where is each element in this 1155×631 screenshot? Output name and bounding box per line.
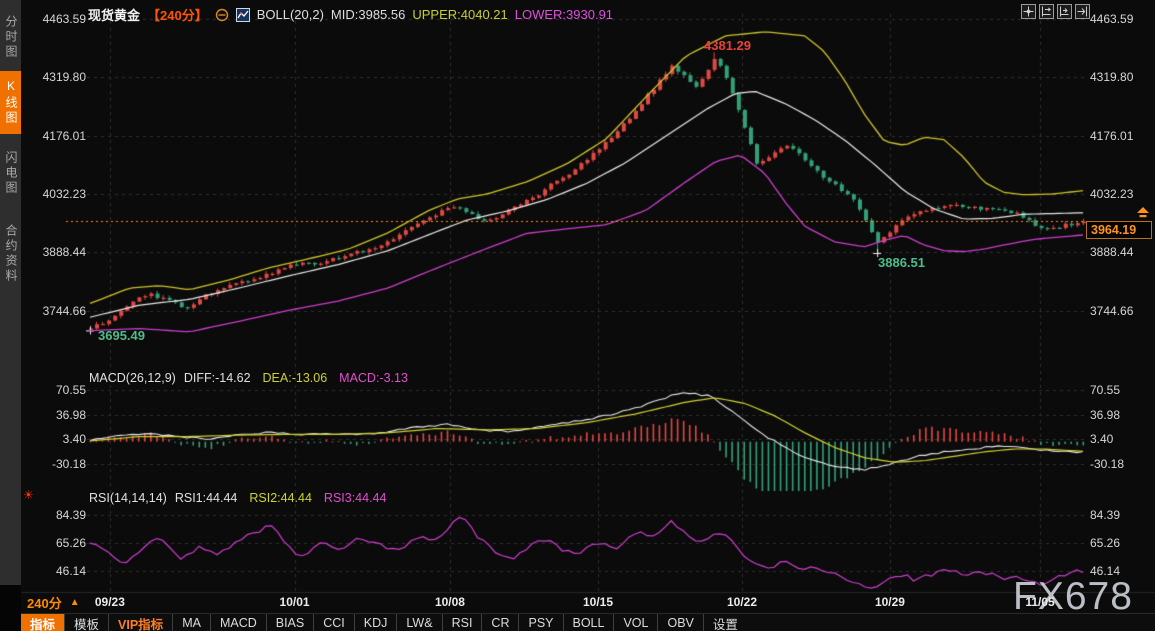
- toolbar-tab-指标[interactable]: 指标: [21, 614, 65, 631]
- toolbar-tab-模板[interactable]: 模板: [64, 614, 108, 631]
- start-low-annotation: 3695.49: [98, 328, 145, 343]
- boll-params: BOLL(20,2): [256, 7, 324, 22]
- high-price-annotation: 4381.29: [704, 38, 751, 53]
- main-axis-tick-left: 3744.66: [42, 303, 86, 318]
- sidebar-tab-3[interactable]: 闪电图: [4, 151, 18, 196]
- rsi-axis-tick-left: 84.39: [55, 508, 86, 523]
- alert-dot-icon[interactable]: ☀: [23, 488, 34, 502]
- current-price-tag: 3964.19: [1086, 221, 1152, 239]
- date-tick: 10/01: [279, 595, 310, 609]
- date-tick: 10/08: [434, 595, 465, 609]
- toolbar-tab-RSI[interactable]: RSI: [441, 614, 482, 631]
- symbol-name: 现货黄金: [88, 8, 141, 23]
- rsi-axis-tick-left: 65.26: [55, 535, 86, 550]
- macd-axis-tick-right: 3.40: [1090, 432, 1114, 447]
- price-up-arrow-icon: [1136, 207, 1150, 225]
- settings-icon[interactable]: [215, 8, 229, 22]
- rsi-axis-tick-right: 65.26: [1090, 535, 1121, 550]
- macd-axis-tick-right: -30.18: [1090, 456, 1125, 471]
- boll-upper-value: UPPER:4040.21: [412, 7, 508, 22]
- chart-tools: [1021, 4, 1090, 19]
- macd-dea-value: DEA:-13.06: [262, 371, 328, 385]
- rsi-axis-tick-left: 46.14: [55, 563, 86, 578]
- left-sidebar: [0, 0, 21, 585]
- toolbar-tab-BIAS[interactable]: BIAS: [265, 614, 314, 631]
- main-axis-tick-right: 4319.80: [1090, 70, 1134, 85]
- rsi2-value: RSI2:44.44: [249, 491, 312, 505]
- pan-icon[interactable]: [1021, 4, 1036, 19]
- toolbar-tab-CCI[interactable]: CCI: [313, 614, 354, 631]
- scale-y-icon[interactable]: [1039, 4, 1054, 19]
- date-tick: 10/15: [583, 595, 614, 609]
- main-axis-tick-right: 4032.23: [1090, 186, 1134, 201]
- main-axis-tick-right: 4176.01: [1090, 128, 1134, 143]
- macd-axis-tick-right: 70.55: [1090, 382, 1121, 397]
- date-tick: 10/22: [726, 595, 758, 609]
- go-latest-icon[interactable]: [1075, 4, 1090, 19]
- sidebar-tab-2[interactable]: K线图: [0, 71, 21, 134]
- main-axis-tick-left: 4032.23: [42, 186, 86, 201]
- rsi3-value: RSI3:44.44: [323, 491, 387, 505]
- date-tick: 10/29: [874, 595, 905, 609]
- macd-axis-tick-right: 36.98: [1090, 407, 1121, 422]
- toolbar-tab-MACD[interactable]: MACD: [209, 614, 266, 631]
- macd-axis-tick-left: -30.18: [51, 456, 86, 471]
- toolbar-tab-KDJ[interactable]: KDJ: [353, 614, 397, 631]
- toolbar-tab-PSY[interactable]: PSY: [518, 614, 562, 631]
- boll-mid-value: MID:3985.56: [330, 7, 406, 22]
- toolbar-tab-BOLL[interactable]: BOLL: [562, 614, 614, 631]
- macd-label-row: MACD(26,12,9) DIFF:-14.62 DEA:-13.06 MAC…: [89, 371, 408, 385]
- macd-axis-tick-left: 70.55: [55, 382, 86, 397]
- main-axis-tick-left: 4463.59: [42, 12, 86, 26]
- toolbar-tab-MA[interactable]: MA: [172, 614, 210, 631]
- date-tick: 11/05: [1025, 595, 1055, 609]
- period-arrow-icon: ▲: [69, 597, 80, 608]
- chart-header: 现货黄金 【240分】 BOLL(20,2) MID:3985.56 UPPER…: [88, 5, 613, 24]
- main-axis-tick-left: 4176.01: [42, 128, 86, 143]
- rsi-axis-tick-right: 84.39: [1090, 508, 1121, 523]
- date-tick: 09/23: [94, 595, 125, 609]
- main-axis-tick-right: 4463.59: [1090, 12, 1134, 26]
- toolbar-tab-设置[interactable]: 设置: [702, 614, 747, 631]
- main-axis-tick-right: 3744.66: [1090, 303, 1134, 318]
- macd-diff-value: DIFF:-14.62: [183, 371, 251, 385]
- rsi1-value: RSI1:44.44: [174, 491, 238, 505]
- toolbar-tab-CR[interactable]: CR: [481, 614, 518, 631]
- sidebar-tab-4[interactable]: 合约资料: [4, 224, 18, 284]
- rsi-params: RSI(14,14,14): [89, 491, 167, 505]
- indicator-chart-icon[interactable]: [235, 7, 250, 22]
- toolbar-tab-VOL[interactable]: VOL: [613, 614, 657, 631]
- indicator-toolbar: 指标 模板 VIP指标 MA MACD BIAS CCI KDJ LW& RSI CR PSY BOLL…: [21, 613, 1155, 631]
- period-value[interactable]: 240分: [27, 596, 62, 611]
- watermark: FX678: [1013, 575, 1133, 618]
- macd-axis-tick-left: 36.98: [55, 407, 86, 422]
- sidebar-footer: [0, 585, 21, 631]
- sidebar-tab-1[interactable]: 分时图: [4, 15, 18, 60]
- toolbar-tab-OBV[interactable]: OBV: [657, 614, 702, 631]
- main-axis-tick-left: 3888.44: [42, 245, 86, 260]
- rsi-label-row: RSI(14,14,14) RSI1:44.44 RSI2:44.44 RSI3…: [89, 491, 386, 505]
- macd-axis-tick-left: 3.40: [62, 432, 86, 447]
- main-axis-tick-left: 4319.80: [42, 70, 86, 85]
- low-price-annotation: 3886.51: [878, 255, 925, 270]
- rsi-axis-tick-right: 46.14: [1090, 563, 1121, 578]
- toolbar-tab-VIP指标[interactable]: VIP指标: [108, 614, 172, 631]
- macd-params: MACD(26,12,9): [89, 371, 176, 385]
- boll-lower-value: LOWER:3930.91: [514, 7, 614, 22]
- main-axis-tick-right: 3888.44: [1090, 245, 1134, 260]
- period-label[interactable]: 【240分】: [147, 8, 208, 23]
- macd-macd-value: MACD:-3.13: [339, 371, 408, 385]
- scale-x-icon[interactable]: [1057, 4, 1072, 19]
- toolbar-tab-LW&[interactable]: LW&: [396, 614, 441, 631]
- period-selector[interactable]: 240分 ▲: [27, 593, 80, 612]
